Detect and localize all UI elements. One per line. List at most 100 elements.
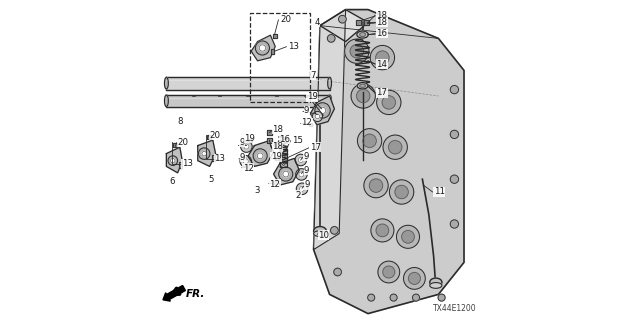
Bar — [312, 95, 315, 98]
Circle shape — [451, 85, 459, 94]
Ellipse shape — [164, 77, 168, 89]
Text: 6: 6 — [170, 177, 175, 186]
Text: 18: 18 — [376, 18, 387, 27]
Circle shape — [296, 169, 307, 180]
Text: FR.: FR. — [186, 289, 205, 299]
Bar — [268, 130, 272, 135]
Circle shape — [376, 224, 388, 237]
Circle shape — [383, 266, 395, 278]
Circle shape — [363, 134, 376, 148]
Ellipse shape — [430, 278, 442, 286]
FancyArrow shape — [163, 285, 186, 301]
Text: 12: 12 — [301, 118, 312, 127]
Bar — [212, 155, 215, 161]
Circle shape — [257, 153, 263, 159]
Circle shape — [378, 261, 399, 283]
Circle shape — [170, 158, 175, 163]
Circle shape — [240, 156, 252, 167]
Text: 1: 1 — [312, 92, 317, 100]
Text: 20: 20 — [280, 15, 291, 24]
Ellipse shape — [274, 142, 283, 148]
Circle shape — [408, 272, 420, 284]
Text: 13: 13 — [288, 42, 299, 51]
Text: 19: 19 — [244, 134, 255, 143]
Circle shape — [438, 294, 445, 301]
Circle shape — [389, 180, 414, 204]
Text: 13: 13 — [214, 154, 225, 163]
Text: 15: 15 — [292, 136, 303, 145]
Circle shape — [244, 144, 249, 149]
Text: 18: 18 — [272, 125, 283, 134]
Circle shape — [402, 230, 414, 243]
Bar — [280, 149, 287, 167]
Circle shape — [451, 220, 459, 228]
Circle shape — [315, 114, 320, 119]
Polygon shape — [314, 10, 346, 250]
Bar — [364, 20, 369, 25]
Polygon shape — [248, 141, 274, 166]
Circle shape — [350, 44, 364, 58]
Polygon shape — [166, 147, 182, 173]
Text: 17: 17 — [310, 143, 321, 152]
Text: 17: 17 — [376, 88, 387, 97]
Circle shape — [202, 151, 206, 156]
Bar — [271, 49, 274, 54]
Text: 18: 18 — [272, 142, 283, 151]
Bar — [173, 143, 177, 147]
Polygon shape — [198, 140, 216, 166]
Circle shape — [198, 148, 210, 159]
Circle shape — [330, 227, 338, 234]
Bar — [246, 164, 249, 168]
Polygon shape — [280, 149, 287, 167]
Text: 16: 16 — [376, 29, 387, 38]
Circle shape — [253, 149, 268, 163]
Bar — [249, 139, 252, 142]
Bar — [207, 135, 211, 139]
Circle shape — [300, 186, 305, 191]
Text: 4: 4 — [315, 18, 320, 27]
Ellipse shape — [430, 283, 442, 288]
Polygon shape — [166, 77, 330, 90]
Text: 9: 9 — [240, 153, 245, 162]
Text: 8: 8 — [178, 117, 183, 126]
Circle shape — [451, 130, 459, 139]
Polygon shape — [314, 10, 464, 314]
Circle shape — [168, 156, 178, 165]
Text: 7: 7 — [310, 71, 316, 80]
Bar — [275, 157, 278, 160]
Bar — [273, 34, 276, 38]
Ellipse shape — [164, 95, 168, 107]
Text: 5: 5 — [208, 175, 214, 184]
Circle shape — [369, 179, 383, 192]
Circle shape — [368, 294, 375, 301]
Circle shape — [395, 185, 408, 199]
Ellipse shape — [276, 144, 280, 147]
Circle shape — [295, 154, 307, 166]
Text: 20: 20 — [210, 131, 221, 140]
Circle shape — [382, 96, 396, 109]
Ellipse shape — [360, 33, 365, 36]
Circle shape — [388, 140, 402, 154]
Text: 9: 9 — [304, 166, 309, 175]
Text: 9: 9 — [303, 152, 308, 161]
Circle shape — [370, 45, 394, 70]
Text: 18: 18 — [376, 11, 387, 20]
Circle shape — [283, 171, 289, 177]
Circle shape — [319, 107, 326, 114]
Text: TX44E1200: TX44E1200 — [433, 304, 477, 313]
Text: 20: 20 — [178, 138, 189, 147]
Circle shape — [344, 39, 369, 63]
Circle shape — [298, 157, 303, 163]
Circle shape — [328, 35, 335, 42]
Text: 19: 19 — [271, 152, 282, 161]
Circle shape — [279, 167, 293, 181]
Circle shape — [299, 172, 304, 177]
Circle shape — [255, 41, 269, 55]
Text: 2: 2 — [296, 191, 301, 200]
Circle shape — [397, 225, 420, 248]
Circle shape — [390, 294, 397, 301]
Circle shape — [339, 15, 346, 23]
Bar — [309, 123, 312, 126]
Text: 3: 3 — [254, 186, 260, 195]
Text: 9: 9 — [304, 106, 309, 115]
